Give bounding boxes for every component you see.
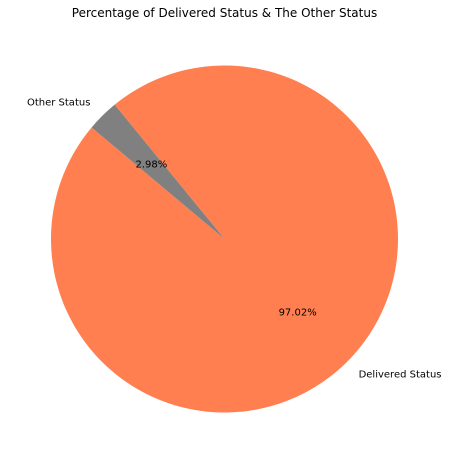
pie-slice-other-status — [91, 104, 225, 240]
pie-percent-label-delivered-status: 97.02% — [279, 308, 317, 319]
pie-slice-delivered-status — [51, 65, 399, 413]
chart-title: Percentage of Delivered Status & The Oth… — [71, 6, 378, 20]
pie-percent-label-other-status: 2.98% — [135, 159, 167, 170]
pie-category-label-other-status: Other Status — [27, 98, 90, 109]
pie-category-label-delivered-status: Delivered Status — [359, 369, 442, 380]
